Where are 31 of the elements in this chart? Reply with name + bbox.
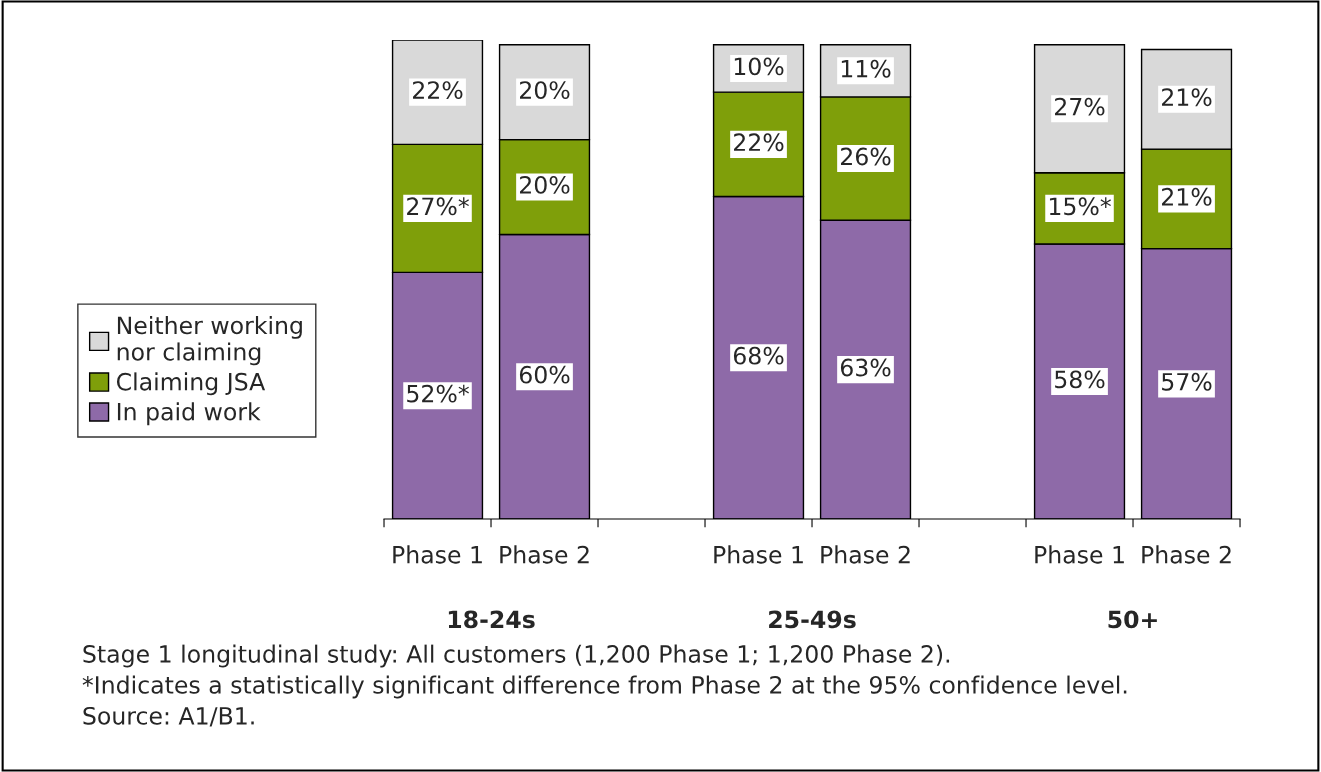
text: 25-49s: [769, 610, 856, 629]
data-label: 26%: [841, 147, 891, 166]
data-label: 52%*: [407, 384, 469, 403]
text: 18-24s: [448, 610, 535, 629]
data-label: 27%*: [407, 197, 469, 216]
x-tick-label: Phase 1: [393, 545, 482, 564]
data-label: 22%: [413, 81, 463, 100]
data-label: 27%: [1055, 97, 1105, 116]
x-tick-label: Phase 2: [821, 545, 910, 564]
data-label: 21%: [1162, 187, 1212, 206]
text: Stage 1 longitudinal study: All customers (1,200 Phase 1; 1,200 Phase 2). *Indicates a statistically significant difference from Phase 2 at the 95% confidence level. Source: A1/B1.: [82, 644, 1127, 727]
data-label: 63%: [840, 358, 891, 377]
x-tick-label: Phase 1: [1035, 545, 1124, 564]
x-tick-label: Phase 2: [1142, 545, 1231, 564]
data-label: 60%: [519, 365, 570, 384]
data-label: 57%: [1162, 372, 1212, 391]
data-label: 22%: [734, 133, 784, 152]
data-label: 11%: [841, 59, 891, 78]
data-label: 20%: [520, 176, 570, 194]
legend-label: In paid work: [117, 402, 261, 426]
data-label: 10%: [734, 57, 784, 76]
legend-label: Claiming JSA: [116, 372, 266, 396]
data-label: 15%*: [1049, 197, 1111, 216]
legend-label: Neither working nor claiming: [117, 315, 302, 366]
data-label: 20%: [520, 81, 570, 100]
data-label: 21%: [1162, 88, 1212, 107]
x-tick-label: Phase 1: [714, 545, 803, 564]
data-label: 68%: [733, 346, 784, 365]
x-tick-label: Phase 2: [500, 545, 589, 564]
text: 50+: [1108, 610, 1157, 629]
data-label: 58%: [1055, 370, 1105, 389]
